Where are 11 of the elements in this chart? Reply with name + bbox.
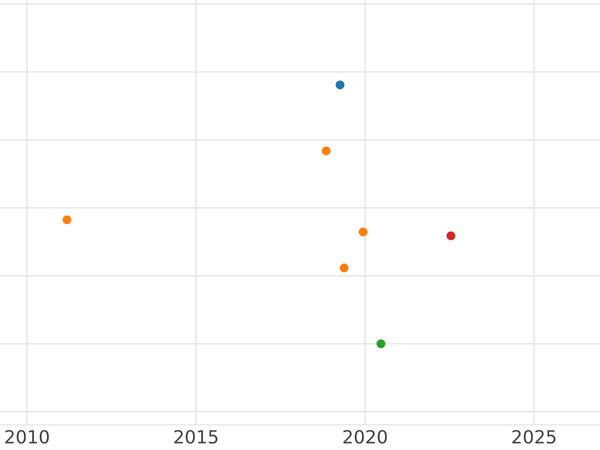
point (376, 339, 386, 348)
point (358, 228, 368, 236)
point (446, 231, 456, 240)
point (340, 264, 349, 272)
x-tick-label: 2020 (343, 430, 387, 444)
x-tick-label: 2025 (512, 430, 556, 444)
x-tick-label: 2010 (5, 430, 49, 444)
x-tick-label: 2015 (174, 430, 218, 444)
point (322, 146, 331, 156)
point (336, 80, 344, 90)
point (62, 215, 72, 224)
